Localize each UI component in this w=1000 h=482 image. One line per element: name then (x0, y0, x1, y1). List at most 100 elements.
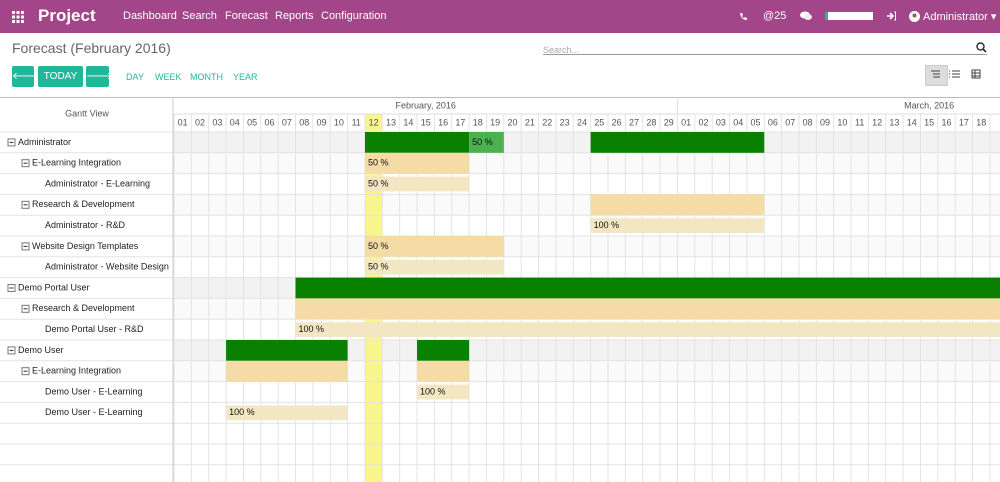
day-label: 06 (264, 117, 274, 127)
user-menu[interactable]: Administrator ▾ (923, 11, 997, 23)
row-label: Research & Development (32, 303, 135, 313)
phone-icon[interactable] (739, 12, 748, 21)
gantt-chart: Gantt View February, 2016 March, 2016 01 02… (0, 97, 1000, 482)
day-label: 01 (681, 117, 691, 127)
day-label: 15 (924, 117, 934, 127)
gantt-bar (364, 132, 470, 153)
scale-button[interactable]: WEEK (155, 72, 182, 82)
day-label: 03 (716, 117, 726, 127)
bar-label: 50 % (368, 262, 389, 272)
gantt-bar (590, 132, 765, 153)
gantt-bar (364, 259, 504, 275)
day-label: 02 (698, 117, 708, 127)
day-label: 15 (421, 117, 431, 127)
menu-item[interactable]: Forecast (225, 10, 268, 22)
search-box[interactable]: Search... (543, 40, 987, 55)
progress-bar (825, 12, 873, 20)
day-label: 05 (247, 117, 257, 127)
scale-button[interactable]: DAY (126, 72, 144, 82)
day-label: 12 (369, 117, 379, 127)
menu-item[interactable]: Configuration (321, 10, 387, 22)
prev-button[interactable]: 🡐 (12, 66, 39, 87)
day-label: 08 (803, 117, 813, 127)
row-label: Demo Portal User - R&D (45, 324, 144, 334)
gantt-bar (295, 298, 1000, 320)
day-label: 09 (317, 117, 327, 127)
menu-item[interactable]: Search (182, 10, 217, 22)
day-label: 01 (178, 117, 188, 127)
gantt-bar (226, 360, 348, 382)
bar-label: 50 % (368, 241, 389, 251)
day-label: 02 (195, 117, 205, 127)
search-placeholder: Search... (543, 45, 580, 55)
day-label: 14 (907, 117, 917, 127)
view-button-active[interactable] (925, 65, 948, 86)
next-button[interactable]: 🡒 (86, 66, 113, 87)
day-label: 05 (751, 117, 761, 127)
row-label: Demo User - E-Learning (45, 407, 143, 417)
signout-icon[interactable] (886, 11, 896, 21)
row-label: Administrator - Website Design (45, 262, 169, 272)
day-label: 10 (334, 117, 344, 127)
day-label: 10 (837, 117, 847, 127)
group-row-bg (174, 132, 1000, 153)
bar-label: 50 % (368, 158, 389, 168)
bar-label: 100 % (299, 324, 325, 334)
day-label: 12 (872, 117, 882, 127)
bar-label: 50 % (368, 178, 389, 188)
bar-label: 100 % (594, 220, 620, 230)
user-name: Administrator (923, 11, 988, 23)
scale-button[interactable]: YEAR (233, 72, 258, 82)
view-icons (931, 69, 981, 79)
apps-icon[interactable] (12, 11, 24, 23)
day-label: 11 (855, 117, 864, 127)
day-label: 27 (629, 117, 639, 127)
day-label: 08 (299, 117, 309, 127)
day-label: 24 (577, 117, 587, 127)
page-title: Forecast (February 2016) (12, 40, 171, 56)
gantt-bar (226, 405, 348, 421)
day-label: 13 (889, 117, 899, 127)
day-label: 11 (352, 117, 361, 127)
sub-row-bg (174, 194, 1000, 216)
day-label: 16 (438, 117, 448, 127)
day-label: 04 (733, 117, 743, 127)
day-label: 18 (473, 117, 483, 127)
row-label: Research & Development (32, 199, 135, 209)
sub-row-bg (174, 152, 1000, 174)
chat-icon[interactable] (800, 11, 812, 21)
gantt-bar (590, 194, 765, 216)
sub-row-bg (174, 236, 1000, 257)
day-label: 20 (508, 117, 518, 127)
row-label: Demo User (18, 345, 64, 355)
gantt-bar (295, 277, 1000, 299)
row-label: Demo Portal User (18, 282, 90, 292)
messages-counter[interactable]: @25 (763, 10, 787, 22)
brand[interactable]: Project (38, 6, 96, 25)
gantt-bar (417, 340, 470, 361)
day-label: 29 (664, 117, 674, 127)
scale-button[interactable]: MONTH (190, 72, 223, 82)
bar-label: 50 % (472, 137, 493, 147)
day-label: 07 (785, 117, 795, 127)
day-label: 17 (455, 117, 465, 127)
gantt-bar (364, 236, 504, 257)
day-label: 14 (403, 117, 413, 127)
row-label: Administrator - R&D (45, 220, 126, 230)
row-label: Demo User - E-Learning (45, 386, 143, 396)
day-label: 17 (959, 117, 969, 127)
day-label: 13 (386, 117, 396, 127)
month-label: February, 2016 (396, 100, 456, 110)
day-label: 25 (594, 117, 604, 127)
day-label: 09 (820, 117, 830, 127)
row-label: E-Learning Integration (32, 366, 121, 376)
day-label: 22 (542, 117, 552, 127)
menu-item[interactable]: Dashboard (123, 10, 177, 22)
search-icon (976, 42, 987, 53)
menu-item[interactable]: Reports (275, 10, 314, 22)
avatar[interactable] (909, 11, 920, 22)
gantt-bar (295, 322, 1000, 337)
gantt-bar (469, 132, 504, 153)
today-button[interactable]: TODAY (38, 66, 83, 87)
